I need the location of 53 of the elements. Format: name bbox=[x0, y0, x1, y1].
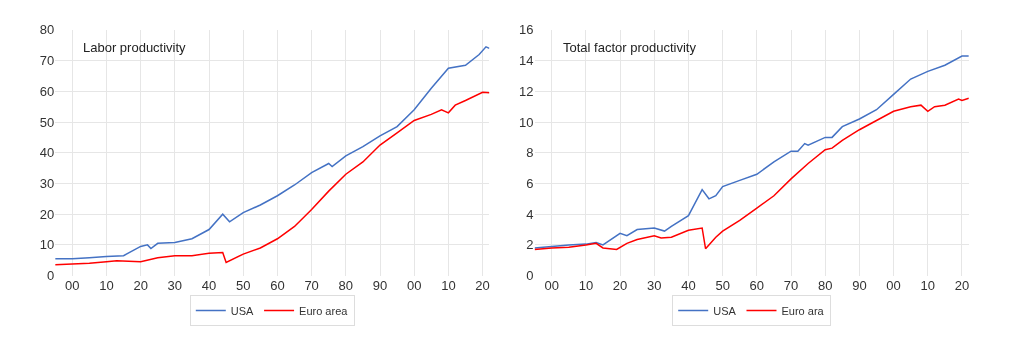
x-tick-label: 20 bbox=[612, 277, 628, 293]
x-tick-label: 30 bbox=[647, 277, 662, 293]
y-tick-label: 14 bbox=[519, 53, 534, 69]
legend-label: USA bbox=[230, 304, 255, 317]
x-tick-label: 60 bbox=[749, 277, 765, 293]
y-tick-label: 0 bbox=[526, 268, 534, 284]
y-tick-label: 10 bbox=[519, 114, 534, 130]
y-tick-label: 50 bbox=[39, 114, 55, 130]
y-tick-label: 80 bbox=[39, 22, 55, 38]
x-tick-label: 40 bbox=[681, 277, 696, 293]
legend-label: Euro ara bbox=[781, 304, 825, 317]
y-tick-label: 0 bbox=[46, 268, 55, 284]
x-tick-label: 10 bbox=[99, 277, 114, 293]
y-tick-label: 20 bbox=[39, 206, 55, 222]
y-tick-label: 12 bbox=[519, 83, 534, 99]
legend-label: USA bbox=[713, 304, 737, 317]
x-tick-label: 20 bbox=[475, 277, 490, 293]
x-tick-label: 40 bbox=[201, 277, 217, 293]
y-tick-label: 8 bbox=[526, 145, 534, 161]
text: Labor productivity bbox=[83, 40, 187, 55]
x-tick-label: 20 bbox=[133, 277, 148, 293]
y-tick-label: 40 bbox=[39, 145, 55, 161]
legend-label: Euro area bbox=[299, 304, 349, 317]
y-tick-label: 60 bbox=[39, 83, 55, 99]
x-tick-label: 00 bbox=[65, 277, 80, 293]
x-tick-label: 80 bbox=[338, 277, 354, 293]
line-series bbox=[534, 97, 969, 251]
x-tick-label: 00 bbox=[886, 277, 901, 293]
y-tick-label: 16 bbox=[519, 22, 534, 38]
x-tick-label: 50 bbox=[715, 277, 730, 293]
x-tick-label: 60 bbox=[270, 277, 285, 293]
line-series bbox=[534, 55, 969, 249]
x-tick-label: 30 bbox=[167, 277, 183, 293]
y-tick-label: 4 bbox=[526, 206, 534, 222]
x-tick-label: 00 bbox=[544, 277, 559, 293]
y-tick-label: 6 bbox=[526, 176, 534, 192]
y-tick-label: 30 bbox=[39, 176, 55, 192]
y-tick-label: 70 bbox=[39, 53, 55, 69]
text: Total factor productivity bbox=[563, 40, 697, 55]
x-tick-label: 90 bbox=[852, 277, 867, 293]
y-tick-label: 2 bbox=[526, 237, 534, 253]
x-tick-label: 50 bbox=[236, 277, 251, 293]
x-tick-label: 70 bbox=[783, 277, 799, 293]
x-tick-label: 90 bbox=[372, 277, 388, 293]
x-tick-label: 10 bbox=[920, 277, 936, 293]
x-tick-label: 80 bbox=[817, 277, 833, 293]
x-tick-label: 10 bbox=[578, 277, 594, 293]
x-tick-label: 20 bbox=[954, 277, 970, 293]
x-tick-label: 00 bbox=[406, 277, 422, 293]
y-tick-label: 10 bbox=[39, 237, 55, 253]
x-tick-label: 10 bbox=[441, 277, 456, 293]
line-series bbox=[55, 91, 490, 266]
x-tick-label: 70 bbox=[304, 277, 319, 293]
